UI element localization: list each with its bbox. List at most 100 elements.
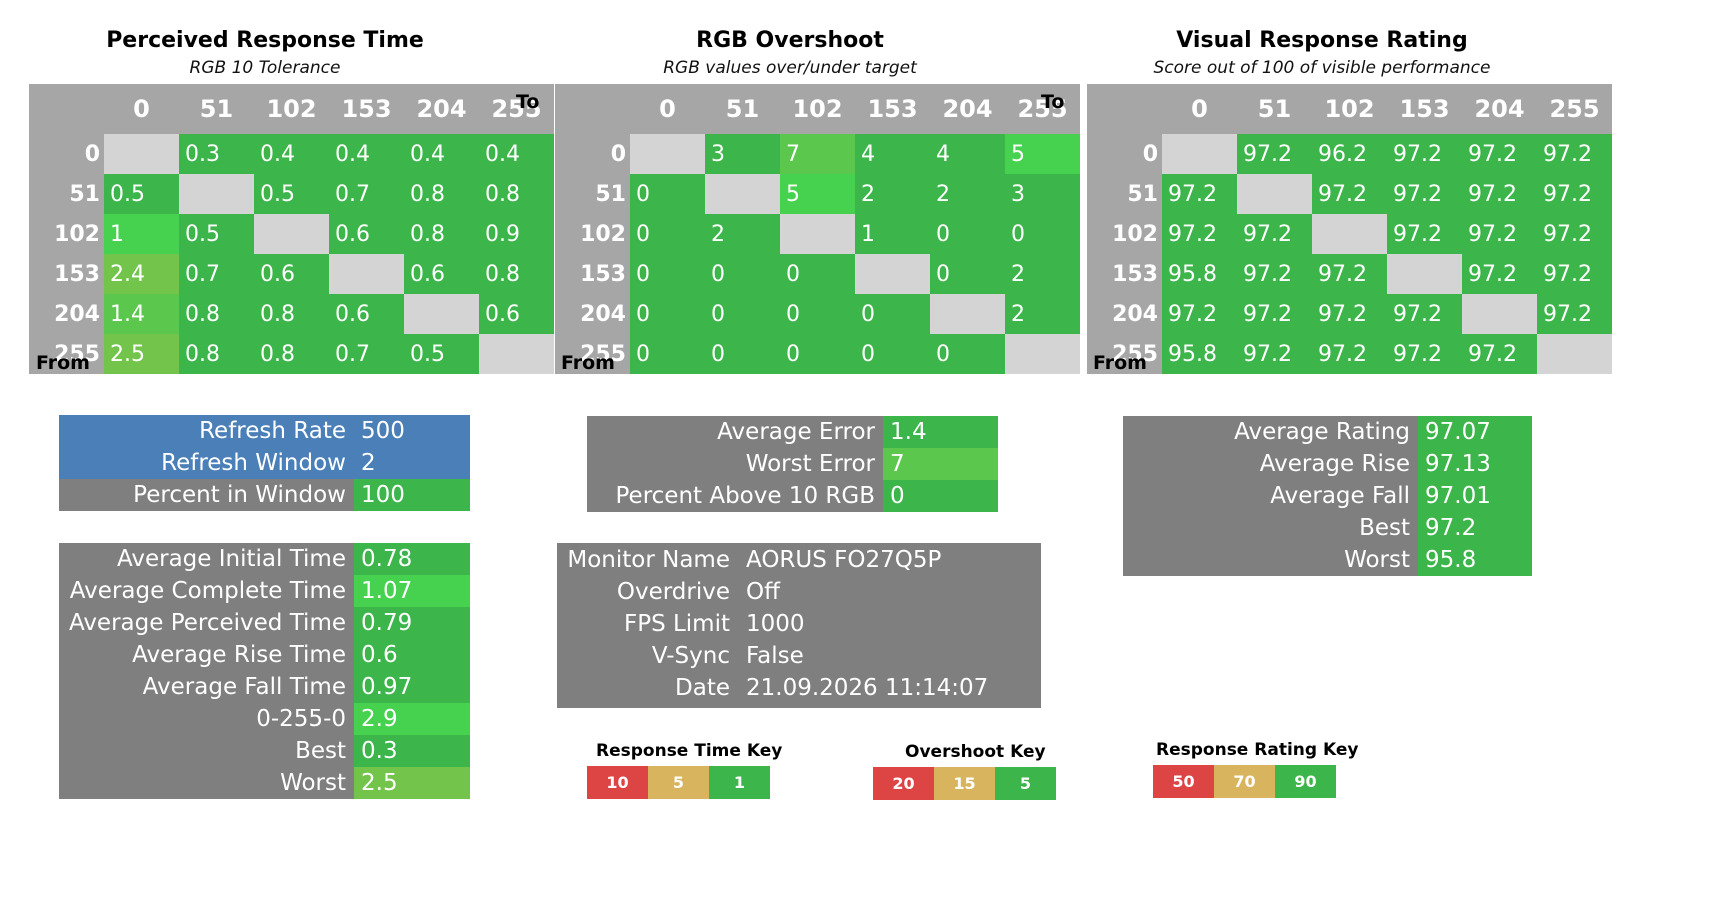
stat-value: 7 (883, 448, 998, 480)
matrix-cell: 97.2 (1162, 294, 1237, 334)
diagonal-cell (179, 174, 254, 214)
visual-response-rating-subtitle: Score out of 100 of visible performance (1153, 58, 1491, 78)
matrix-cell: 1 (855, 214, 930, 254)
stat-value: 95.8 (1418, 544, 1532, 576)
matrix-cell: 97.2 (1237, 334, 1312, 374)
matrix-cell: 0.5 (179, 214, 254, 254)
rgb-overshoot-title: RGB Overshoot (696, 28, 884, 53)
stat-label: Best (1123, 512, 1418, 544)
to-label: To (1041, 91, 1065, 113)
overshoot-key: 20 15 5 (873, 767, 1056, 800)
refresh-rate-value: 500 (354, 415, 470, 447)
perceived-response-time-matrix: 0 51 102 153 204 255 0 0.3 0.4 0.4 0.4 0.4 51 0.5 0.5 0… (29, 84, 554, 374)
average-rise-time-row: Average Rise Time 0.6 (59, 639, 470, 671)
stat-value: 97.01 (1418, 480, 1532, 512)
matrix-corner (29, 84, 104, 134)
stat-value: 0.78 (354, 543, 470, 575)
best-rating-row: Best 97.2 (1123, 512, 1532, 544)
matrix-cell: 0 (705, 254, 780, 294)
percent-in-window-value: 100 (354, 479, 470, 511)
matrix-cell: 97.2 (1387, 294, 1462, 334)
matrix-cell: 0 (1005, 214, 1080, 254)
to-label: To (516, 91, 540, 113)
refresh-table: Refresh Rate 500 Refresh Window 2 Percen… (59, 415, 470, 511)
from-row-header: 255 (1112, 341, 1158, 367)
to-column-header: 0 (133, 95, 150, 123)
matrix-cell: 0.6 (329, 294, 404, 334)
matrix-cell: 0.3 (179, 134, 254, 174)
fps-limit-row: FPS Limit 1000 (557, 608, 1041, 640)
matrix-cell: 0 (780, 294, 855, 334)
from-row-header: 204 (54, 301, 100, 327)
average-fall-row: Average Fall 97.01 (1123, 480, 1532, 512)
stat-label: Average Perceived Time (59, 607, 354, 639)
from-row-header: 255 (580, 341, 626, 367)
stat-label: Worst Error (587, 448, 883, 480)
diagonal-cell (479, 334, 554, 374)
diagonal-cell (329, 254, 404, 294)
to-column-header: 255 (1017, 95, 1068, 123)
stat-value: 0.6 (354, 639, 470, 671)
stat-value: 97.13 (1418, 448, 1532, 480)
matrix-cell: 0.8 (254, 294, 329, 334)
stat-value: 97.2 (1418, 512, 1532, 544)
to-column-header: 153 (1399, 95, 1450, 123)
matrix-cell: 2 (1005, 294, 1080, 334)
matrix-cell: 7 (780, 134, 855, 174)
from-row-header: 0 (1142, 141, 1158, 167)
key-cell-yellow: 70 (1214, 765, 1275, 798)
stat-label: Average Initial Time (59, 543, 354, 575)
stat-label: Average Rise Time (59, 639, 354, 671)
from-row-header: 204 (580, 301, 626, 327)
matrix-cell: 97.2 (1312, 334, 1387, 374)
response-time-key-title: Response Time Key (596, 741, 783, 761)
from-row-header: 153 (54, 261, 100, 287)
to-column-header: 153 (341, 95, 392, 123)
matrix-cell: 0 (705, 294, 780, 334)
stat-value: 2.5 (354, 767, 470, 799)
matrix-cell: 97.2 (1387, 334, 1462, 374)
refresh-rate-row: Refresh Rate 500 (59, 415, 470, 447)
info-value: 1000 (746, 611, 805, 637)
matrix-cell: 5 (780, 174, 855, 214)
matrix-cell: 0 (705, 334, 780, 374)
percent-above-row: Percent Above 10 RGB 0 (587, 480, 998, 512)
stat-value: 2.9 (354, 703, 470, 735)
perceived-response-time-subtitle: RGB 10 Tolerance (189, 58, 341, 78)
from-row-header: 102 (1112, 221, 1158, 247)
matrix-cell: 95.8 (1162, 334, 1237, 374)
info-value: AORUS FO27Q5P (746, 547, 942, 573)
matrix-cell: 0.7 (329, 334, 404, 374)
diagonal-cell (404, 294, 479, 334)
matrix-cell: 97.2 (1462, 254, 1537, 294)
rating-stats: Average Rating 97.07 Average Rise 97.13 … (1123, 416, 1532, 576)
average-initial-time-row: Average Initial Time 0.78 (59, 543, 470, 575)
diagonal-cell (1005, 334, 1080, 374)
response-time-stats: Average Initial Time 0.78 Average Comple… (59, 543, 470, 799)
matrix-cell: 97.2 (1237, 254, 1312, 294)
refresh-window-label: Refresh Window (59, 447, 354, 479)
stat-label: 0-255-0 (59, 703, 354, 735)
average-rise-row: Average Rise 97.13 (1123, 448, 1532, 480)
matrix-cell: 0.8 (404, 174, 479, 214)
matrix-cell: 0.8 (404, 214, 479, 254)
matrix-cell: 0.4 (479, 134, 554, 174)
matrix-cell: 0 (630, 214, 705, 254)
matrix-cell: 97.2 (1537, 174, 1612, 214)
matrix-cell: 2.5 (104, 334, 179, 374)
from-row-header: 102 (54, 221, 100, 247)
average-complete-time-row: Average Complete Time 1.07 (59, 575, 470, 607)
matrix-corner (1087, 84, 1162, 134)
perceived-response-time-title: Perceived Response Time (106, 28, 424, 53)
key-cell-green: 90 (1275, 765, 1336, 798)
matrix-cell: 97.2 (1312, 254, 1387, 294)
matrix-cell: 5 (1005, 134, 1080, 174)
matrix-cell: 0.6 (254, 254, 329, 294)
matrix-cell: 97.2 (1462, 334, 1537, 374)
matrix-cell: 0 (780, 254, 855, 294)
key-cell-red: 10 (587, 766, 648, 799)
matrix-cell: 0 (855, 334, 930, 374)
visual-response-rating-title: Visual Response Rating (1176, 28, 1468, 53)
monitor-info-panel: Monitor Name AORUS FO27Q5P Overdrive Off… (557, 543, 1041, 708)
diagonal-cell (1462, 294, 1537, 334)
